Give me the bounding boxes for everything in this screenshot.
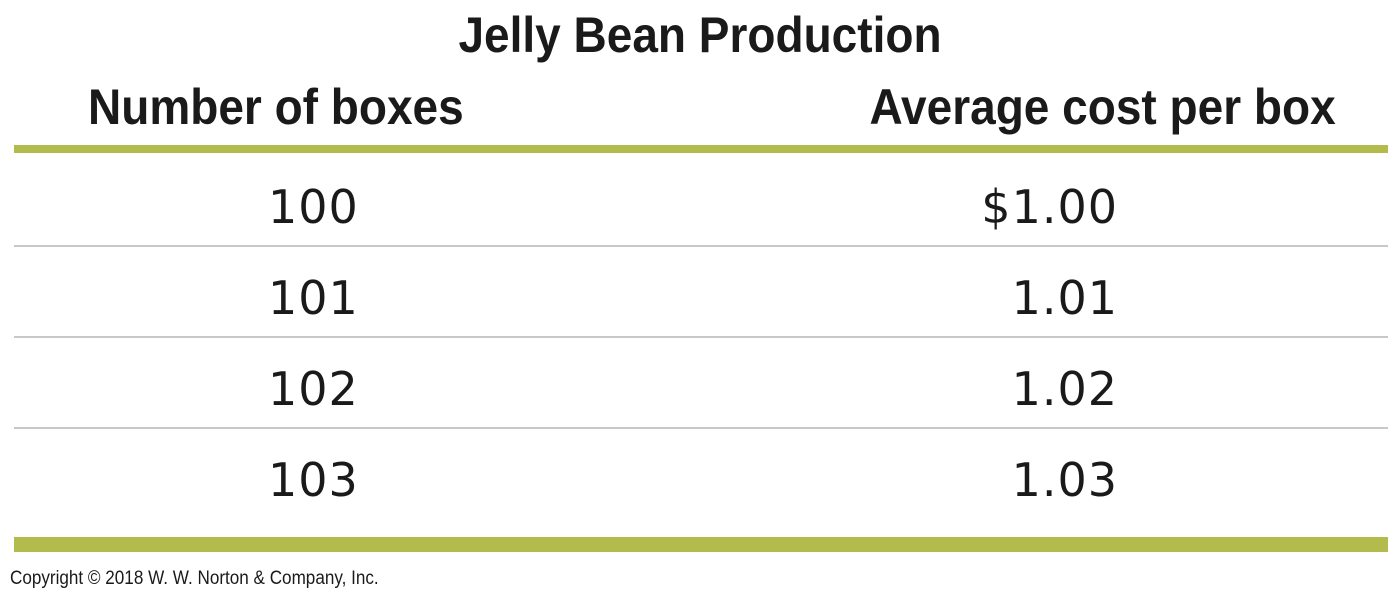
copyright-notice: Copyright © 2018 W. W. Norton & Company,…: [10, 568, 379, 589]
column-header-average-cost: Average cost per box: [869, 79, 1336, 135]
cell-average-cost: 1.02: [1011, 362, 1118, 416]
column-header-number-of-boxes: Number of boxes: [88, 79, 464, 135]
row-divider: [14, 336, 1388, 338]
table-row: 103 1.03: [14, 430, 1388, 520]
cell-average-cost: 1.03: [1011, 453, 1118, 507]
cell-number-of-boxes: 101: [268, 271, 359, 325]
cell-number-of-boxes: 100: [268, 180, 359, 234]
header-rule: [14, 145, 1388, 153]
table-row: 101 1.01: [14, 248, 1388, 338]
row-divider: [14, 427, 1388, 429]
cell-number-of-boxes: 103: [268, 453, 359, 507]
footer-rule: [14, 537, 1388, 552]
cell-number-of-boxes: 102: [268, 362, 359, 416]
cell-average-cost: 1.01: [1011, 271, 1118, 325]
table-title: Jelly Bean Production: [458, 7, 942, 63]
row-divider: [14, 245, 1388, 247]
cell-average-cost: $1.00: [981, 180, 1118, 234]
table-row: 102 1.02: [14, 339, 1388, 429]
table-row: 100 $1.00: [14, 157, 1388, 247]
